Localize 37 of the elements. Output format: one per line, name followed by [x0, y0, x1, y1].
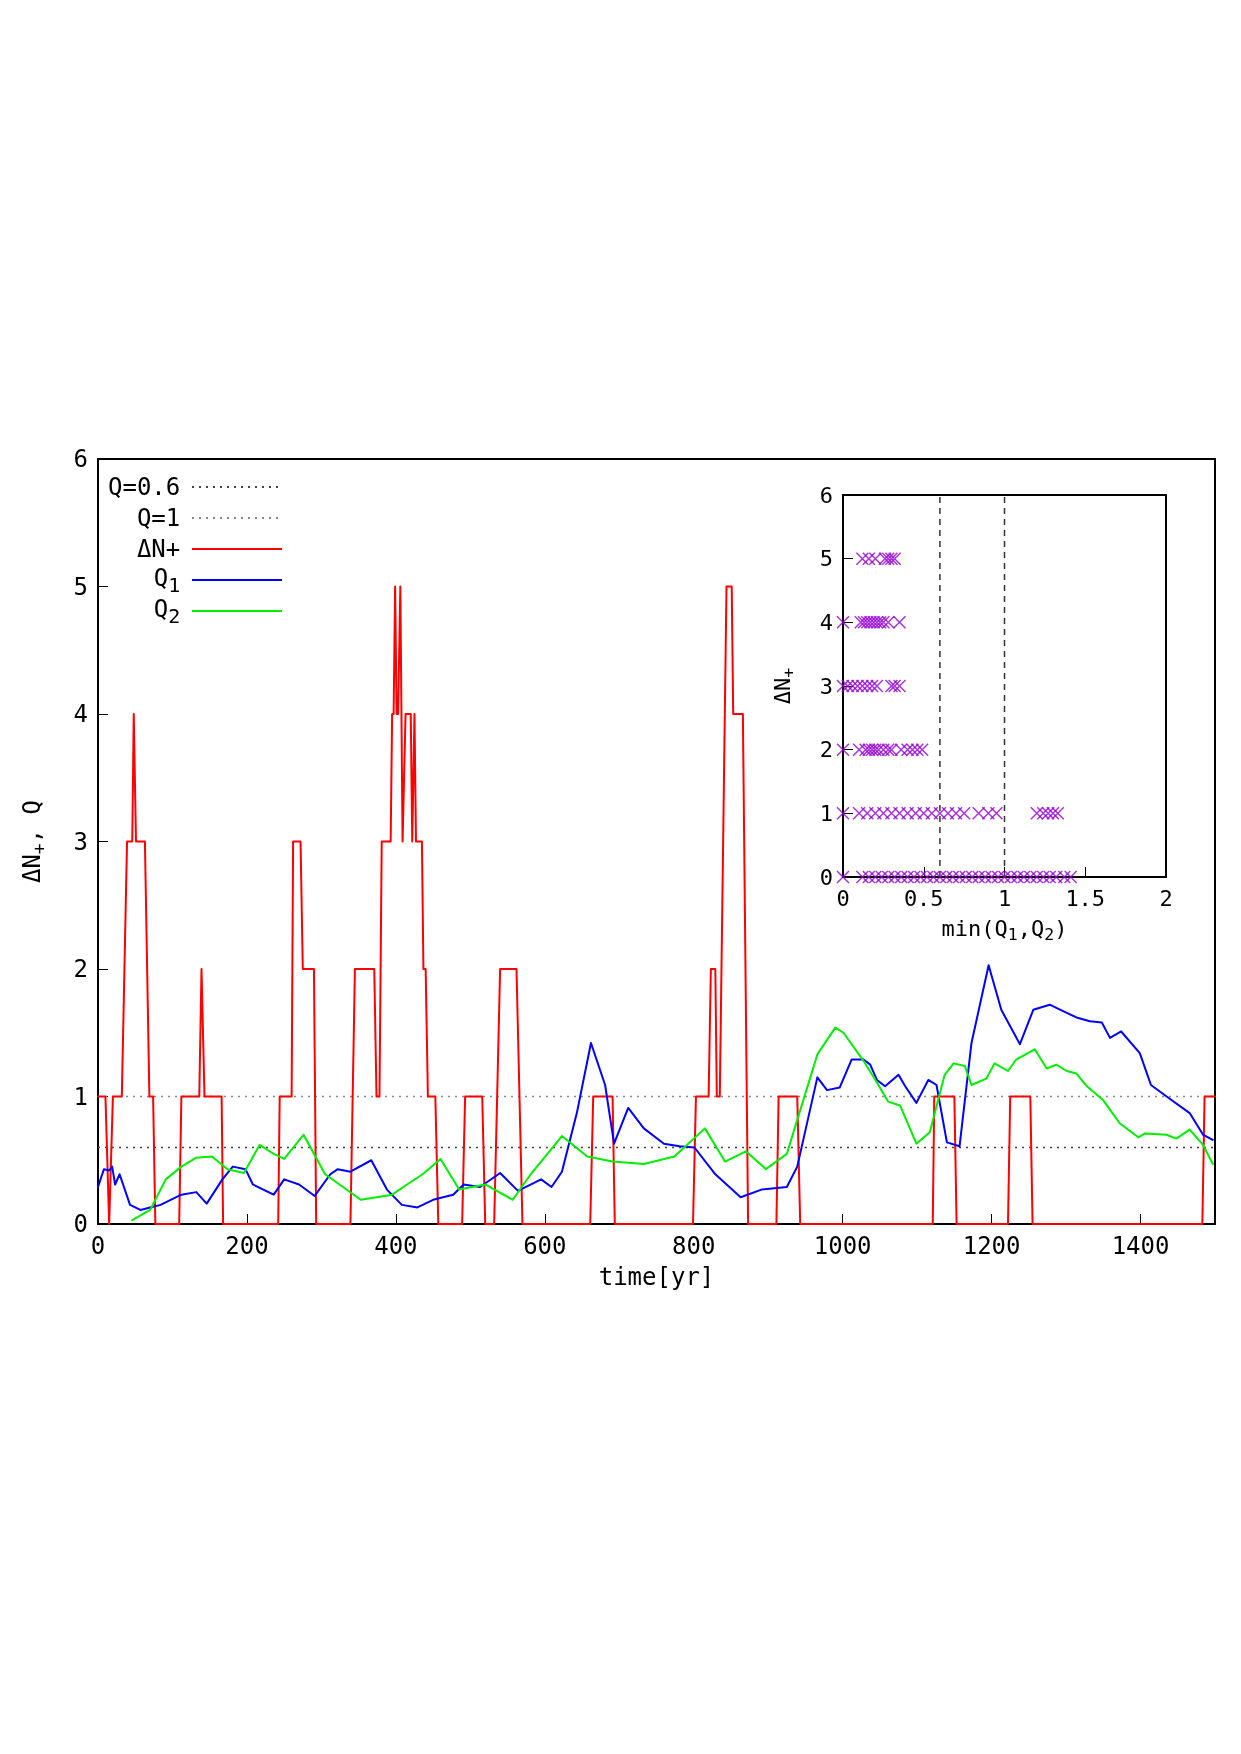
legend-label: Q$_{2}$	[153, 594, 181, 628]
x-tick-label: 1000	[813, 1232, 872, 1260]
y-tick-label: 6	[73, 445, 88, 473]
y-tick-label: 3	[819, 673, 833, 699]
y-tick-label: 0	[819, 864, 833, 890]
x-tick-label: 1	[997, 885, 1012, 911]
y-tick-label: 2	[819, 737, 833, 763]
y-tick-label: 4	[73, 700, 88, 728]
y-tick-label: 6	[819, 482, 833, 508]
x-tick-label: 800	[672, 1232, 716, 1260]
legend-label: Q=0.6	[108, 472, 181, 501]
x-tick-label: 1400	[1111, 1232, 1170, 1260]
y-axis-title: ΔN+	[770, 667, 798, 705]
x-tick-label: 200	[225, 1232, 269, 1260]
x-tick-label: 0.5	[903, 885, 944, 911]
y-tick-label: 5	[73, 572, 88, 601]
x-tick-label: 1200	[962, 1232, 1021, 1260]
y-tick-label: 0	[73, 1210, 88, 1238]
y-tick-label: 2	[73, 955, 88, 983]
y-tick-label: 4	[819, 609, 833, 635]
y-axis-title: ΔN+, Q	[18, 799, 50, 884]
line-series	[97, 964, 1214, 1211]
x-tick-label: 0	[836, 885, 850, 911]
line-series	[131, 1026, 1214, 1222]
y-tick-label: 1	[819, 800, 833, 826]
y-tick-label: 3	[73, 827, 88, 856]
x-tick-label: 1.5	[1065, 885, 1106, 911]
y-tick-label: 1	[73, 1082, 88, 1111]
x-axis-title: time[yr]	[598, 1262, 715, 1291]
y-tick-label: 5	[819, 546, 833, 572]
legend-label: ΔN+	[136, 534, 181, 563]
x-tick-label: 2	[1159, 885, 1173, 911]
legend-label: Q=1	[136, 503, 181, 532]
x-tick-label: 600	[523, 1232, 567, 1260]
legend-label: Q$_{1}$	[153, 563, 181, 597]
x-tick-label: 400	[374, 1232, 418, 1260]
x-tick-label: 0	[90, 1232, 106, 1260]
